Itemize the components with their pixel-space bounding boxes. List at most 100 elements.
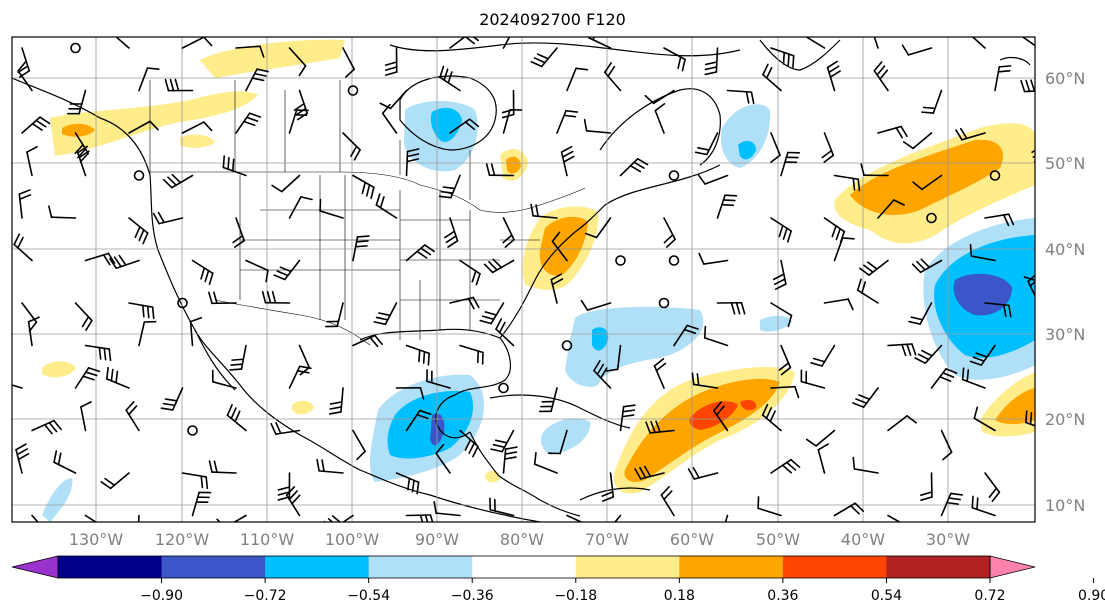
wind-barb <box>1049 176 1074 191</box>
wind-barb <box>115 37 130 49</box>
calm-wind-symbol <box>561 340 573 351</box>
wind-barb <box>373 302 398 326</box>
wind-barb <box>644 89 675 105</box>
colorbar-segment <box>575 556 680 578</box>
colorbar-segment <box>368 556 473 578</box>
negative-anomaly-region-central-atlantic-small <box>760 315 792 332</box>
longitude-label: 100°W <box>325 530 380 549</box>
latitude-label: 30°N <box>1045 325 1085 344</box>
wind-barb <box>27 316 40 347</box>
map-gridlines <box>12 37 1035 522</box>
wind-barb <box>971 495 996 517</box>
wind-barb <box>583 118 612 134</box>
wind-barb <box>1039 463 1068 476</box>
coastlines <box>12 39 1031 522</box>
wind-barb <box>817 443 829 474</box>
wind-barb <box>645 420 675 434</box>
wind-barb <box>698 252 729 265</box>
wind-barb <box>26 145 38 177</box>
calm-wind-symbol <box>926 212 937 224</box>
coastline-baja-california <box>194 329 236 391</box>
positive-anomaly-region-caribbean-small <box>485 470 500 483</box>
wind-barb <box>547 429 568 455</box>
wind-barb <box>556 109 579 134</box>
positive-anomaly-region-gulf-alaska <box>50 91 258 156</box>
anomaly-fill-contours <box>42 39 1035 522</box>
wind-barb <box>833 237 855 262</box>
positive-anomaly-region-east-pacific <box>42 361 76 378</box>
colorbar-extend-low <box>11 555 59 579</box>
longitude-label: 50°W <box>756 530 800 549</box>
calm-wind-symbol <box>658 297 670 309</box>
wind-barb <box>160 387 184 411</box>
positive-anomaly-region-alaska <box>200 39 345 78</box>
longitude-label: 40°W <box>841 530 885 549</box>
wind-barb <box>273 259 301 281</box>
colorbar-extend-high <box>989 555 1036 579</box>
wind-barb <box>940 492 963 517</box>
wind-barb <box>181 121 213 134</box>
wind-barb <box>601 472 615 502</box>
wind-barb <box>352 429 366 461</box>
calm-wind-symbol <box>187 425 198 436</box>
wind-barb <box>438 174 461 199</box>
colorbar <box>11 555 1036 579</box>
wind-barb <box>585 217 612 239</box>
political-borders <box>149 80 586 346</box>
wind-barb <box>395 387 425 400</box>
longitude-tick-labels: 130°W 120°W 110°W 100°W 90°W 80°W 70°W 60°W 50°W… <box>69 530 970 549</box>
colorbar-segment <box>472 556 577 578</box>
wind-barb <box>687 467 719 480</box>
wind-barb <box>770 385 800 399</box>
wind-barb <box>229 344 247 371</box>
colorbar-segment <box>886 556 991 578</box>
wind-barb <box>405 409 432 432</box>
wind-barb <box>877 199 905 219</box>
longitude-label: 30°W <box>926 530 970 549</box>
wind-barb <box>288 109 309 134</box>
wind-barb <box>852 387 879 408</box>
coastline-cuba <box>489 394 631 429</box>
wind-barb <box>1039 363 1054 388</box>
map-title: 2024092700 F120 <box>479 10 626 29</box>
border-us-mexico <box>214 299 371 346</box>
calm-wind-symbol <box>498 382 509 394</box>
wind-barb <box>984 302 1012 318</box>
wind-barb <box>405 148 420 177</box>
calm-wind-symbol <box>668 170 680 181</box>
colorbar-segment <box>161 556 266 578</box>
wind-barb <box>485 163 515 177</box>
wind-barb <box>288 196 313 219</box>
wind-barb <box>887 415 917 432</box>
wind-barb <box>435 443 451 474</box>
wind-barb <box>53 450 77 474</box>
wind-barb <box>449 37 479 49</box>
wind-barb <box>128 217 149 245</box>
wind-barb <box>588 37 612 49</box>
wind-barb <box>84 344 112 362</box>
wind-barb <box>138 67 160 92</box>
latitude-label: 50°N <box>1045 154 1085 173</box>
wind-barb <box>226 404 247 432</box>
positive-anomaly-core-southeast-atlantic <box>995 388 1035 425</box>
wind-barb <box>164 78 194 92</box>
positive-anomaly-region-east-pacific-small <box>292 400 314 415</box>
longitude-label: 130°W <box>69 530 124 549</box>
wind-barb <box>459 344 484 365</box>
wind-barb <box>444 217 459 248</box>
latitude-label: 20°N <box>1045 410 1085 429</box>
wind-barb <box>560 145 575 177</box>
wind-barb <box>384 47 398 76</box>
wind-barb <box>1031 149 1035 163</box>
wind-barb <box>716 194 738 219</box>
wind-barb <box>703 325 729 347</box>
wind-barb <box>433 501 461 517</box>
coastline-central-america <box>469 431 581 517</box>
wind-barb <box>479 302 505 325</box>
colorbar-tick-label: −0.90 <box>140 588 183 604</box>
wind-barb <box>316 458 344 474</box>
wind-barb <box>780 151 801 177</box>
wind-barb <box>483 258 515 274</box>
wind-barb <box>984 472 1001 503</box>
